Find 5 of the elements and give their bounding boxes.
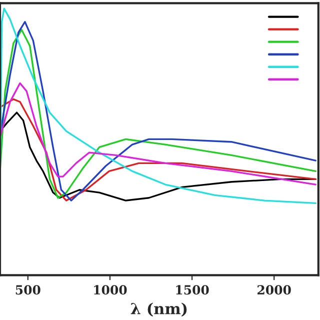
x-tick-label: 1500	[176, 285, 209, 295]
x-tick-label: 2000	[258, 285, 291, 295]
x-axis-title: λ (nm)	[130, 302, 187, 317]
x-tick-label: 1000	[94, 285, 127, 295]
x-tick-label: 500	[16, 285, 40, 295]
